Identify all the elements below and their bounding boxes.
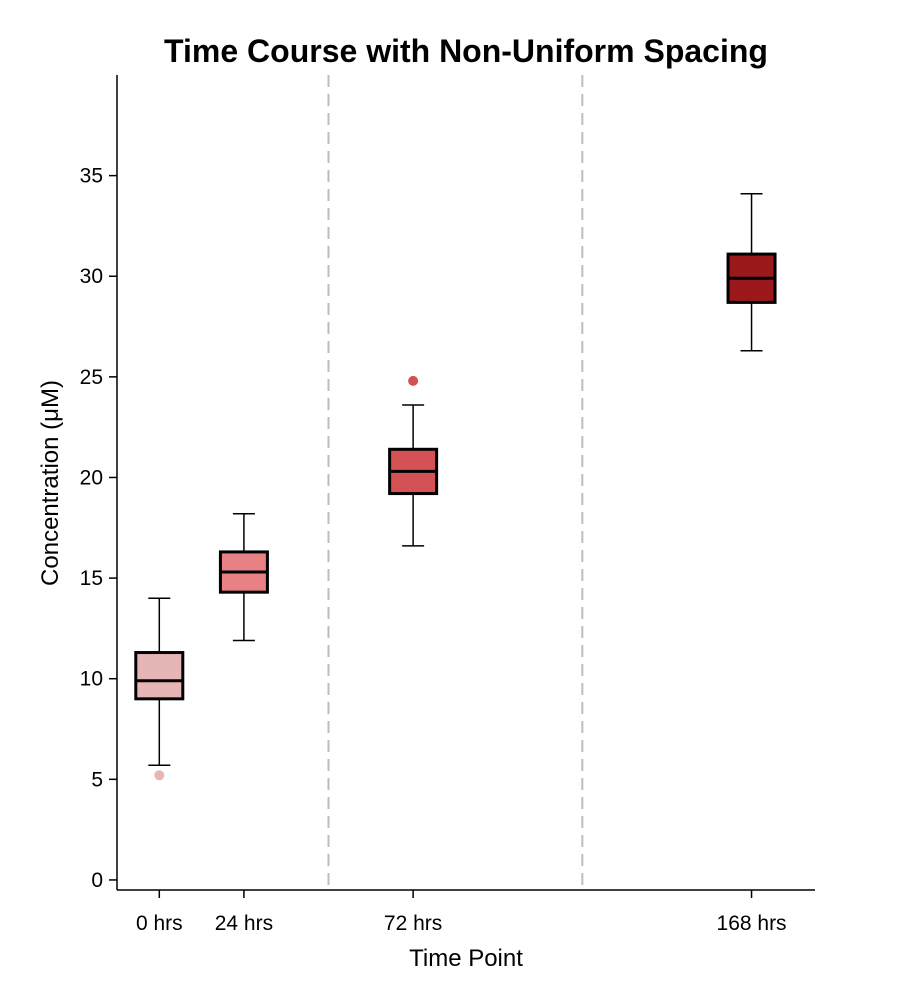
- reference-lines: [327, 75, 584, 890]
- x-tick-label-24: 24 hrs: [215, 912, 273, 935]
- y-axis: 0 5 10 15 20 25 30 35: [80, 75, 118, 892]
- iqr-box: [134, 651, 185, 701]
- y-tick-label-20: 20: [80, 466, 103, 489]
- x-tick-label-168: 168 hrs: [717, 912, 787, 935]
- x-axis: 0 hrs 24 hrs 72 hrs 168 hrs: [117, 889, 815, 935]
- y-tick-label-10: 10: [80, 668, 103, 691]
- x-tick-label-72: 72 hrs: [384, 912, 442, 935]
- x-axis-title: Time Point: [409, 945, 523, 972]
- box-series: [134, 192, 777, 781]
- box-3: [726, 192, 777, 352]
- y-tick-label-35: 35: [80, 165, 103, 188]
- outlier-point-0: [154, 770, 165, 781]
- y-axis-title: Concentration (μM): [37, 380, 64, 586]
- y-tick-label-0: 0: [91, 869, 103, 892]
- chart-title: Time Course with Non-Uniform Spacing: [164, 33, 768, 69]
- y-tick-label-15: 15: [80, 567, 103, 590]
- box-1: [218, 512, 269, 642]
- y-tick-label-25: 25: [80, 366, 103, 389]
- y-tick-label-5: 5: [91, 768, 103, 791]
- outlier-point-0: [408, 375, 419, 386]
- box-2: [388, 375, 439, 547]
- box-0: [134, 597, 185, 781]
- y-tick-label-30: 30: [80, 265, 103, 288]
- x-tick-label-0: 0 hrs: [136, 912, 183, 935]
